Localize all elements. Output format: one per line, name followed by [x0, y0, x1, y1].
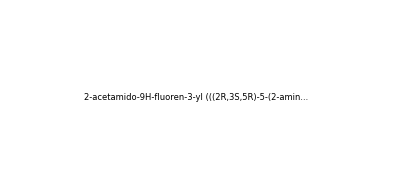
Text: 2-acetamido-9H-fluoren-3-yl (((2R,3S,5R)-5-(2-amin...: 2-acetamido-9H-fluoren-3-yl (((2R,3S,5R)…	[84, 93, 309, 101]
